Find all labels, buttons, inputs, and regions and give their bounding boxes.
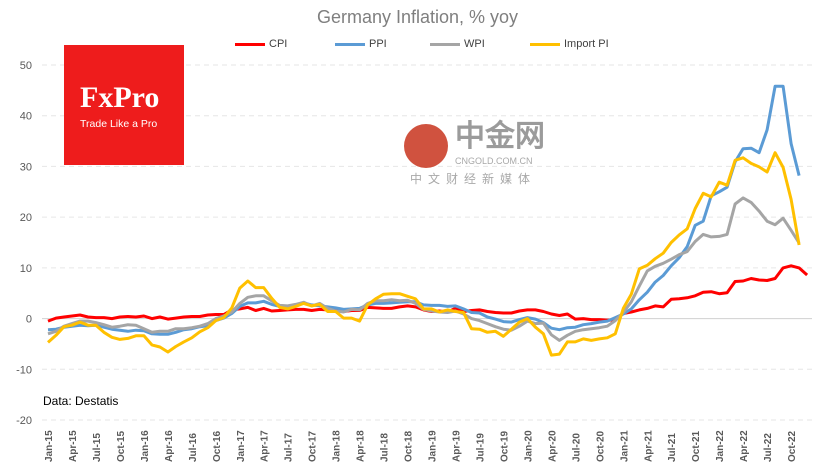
- y-tick-label: 20: [20, 212, 32, 224]
- x-tick-label: Oct-18: [404, 430, 415, 462]
- x-tick-label: Jan-16: [140, 430, 151, 462]
- x-tick-label: Apr-22: [739, 430, 750, 462]
- logo-brand: FxPro: [80, 81, 160, 114]
- x-tick-label: Oct-20: [595, 430, 606, 462]
- legend-swatch-ppi: [335, 42, 365, 46]
- x-tick-label: Jul-19: [475, 433, 486, 462]
- x-tick-label: Oct-16: [212, 430, 223, 462]
- watermark-name: 中金网: [455, 120, 545, 153]
- x-tick-label: Apr-17: [260, 430, 271, 462]
- y-tick-label: -20: [16, 415, 32, 427]
- x-tick-label: Jan-17: [236, 430, 247, 462]
- x-tick-label: Jul-17: [284, 433, 295, 462]
- watermark-sub: 中文财经新媒体: [410, 172, 537, 186]
- x-tick-label: Apr-16: [164, 430, 175, 462]
- x-tick-label: Oct-19: [499, 430, 510, 462]
- series-line-import-pi: [47, 151, 801, 357]
- legend-ppi: PPI: [335, 38, 387, 50]
- x-tick-label: Jul-15: [92, 433, 103, 462]
- legend-import-pi: Import PI: [530, 38, 609, 50]
- legend-label-import-pi: Import PI: [564, 38, 609, 50]
- x-tick-label: Jan-22: [715, 430, 726, 462]
- legend-label-cpi: CPI: [269, 38, 288, 50]
- x-tick-label: Jul-22: [763, 433, 774, 462]
- y-tick-label: 10: [20, 263, 32, 275]
- y-tick-label: 0: [26, 314, 32, 326]
- legend-swatch-wpi: [430, 42, 460, 46]
- y-tick-label: -10: [16, 364, 32, 376]
- watermark-url: CNGOLD.COM.CN: [455, 156, 533, 166]
- chart-title: Germany Inflation, % yoy: [316, 7, 519, 27]
- x-tick-label: Jul-20: [571, 433, 582, 462]
- x-tick-label: Jan-21: [619, 430, 630, 462]
- x-tick-label: Apr-19: [451, 430, 462, 462]
- x-tick-label: Oct-22: [787, 430, 798, 462]
- x-tick-label: Apr-18: [356, 430, 367, 462]
- y-tick-label: 50: [20, 60, 32, 72]
- series-line-cpi: [47, 264, 809, 323]
- x-tick-label: Jan-18: [332, 430, 343, 462]
- x-tick-label: Jan-15: [44, 430, 55, 462]
- x-tick-label: Jan-19: [428, 430, 439, 462]
- x-tick-label: Apr-21: [643, 430, 654, 462]
- y-tick-label: 40: [20, 111, 32, 123]
- x-tick-label: Jul-18: [380, 433, 391, 462]
- x-tick-label: Apr-15: [68, 430, 79, 462]
- fxpro-logo: FxPro Trade Like a Pro: [64, 45, 184, 165]
- legend-swatch-cpi: [235, 42, 265, 46]
- x-tick-label: Apr-20: [547, 430, 558, 462]
- legend-cpi: CPI: [235, 38, 287, 50]
- watermark-logo-icon: [404, 124, 448, 168]
- x-tick-label: Oct-15: [116, 430, 127, 462]
- legend-label-ppi: PPI: [369, 38, 387, 50]
- source-note: Data: Destatis: [43, 394, 119, 408]
- x-tick-label: Oct-21: [691, 430, 702, 462]
- legend-wpi: WPI: [430, 38, 485, 50]
- x-tick-label: Jul-21: [667, 433, 678, 462]
- series-line-ppi: [47, 84, 801, 336]
- x-tick-label: Jul-16: [188, 433, 199, 462]
- x-tick-label: Oct-17: [308, 430, 319, 462]
- y-tick-label: 30: [20, 161, 32, 173]
- x-tick-label: Jan-20: [523, 430, 534, 462]
- legend-label-wpi: WPI: [464, 38, 485, 50]
- logo-tagline: Trade Like a Pro: [80, 118, 158, 130]
- legend-swatch-import-pi: [530, 42, 560, 46]
- watermark: 中金网 CNGOLD.COM.CN 中文财经新媒体: [400, 118, 560, 190]
